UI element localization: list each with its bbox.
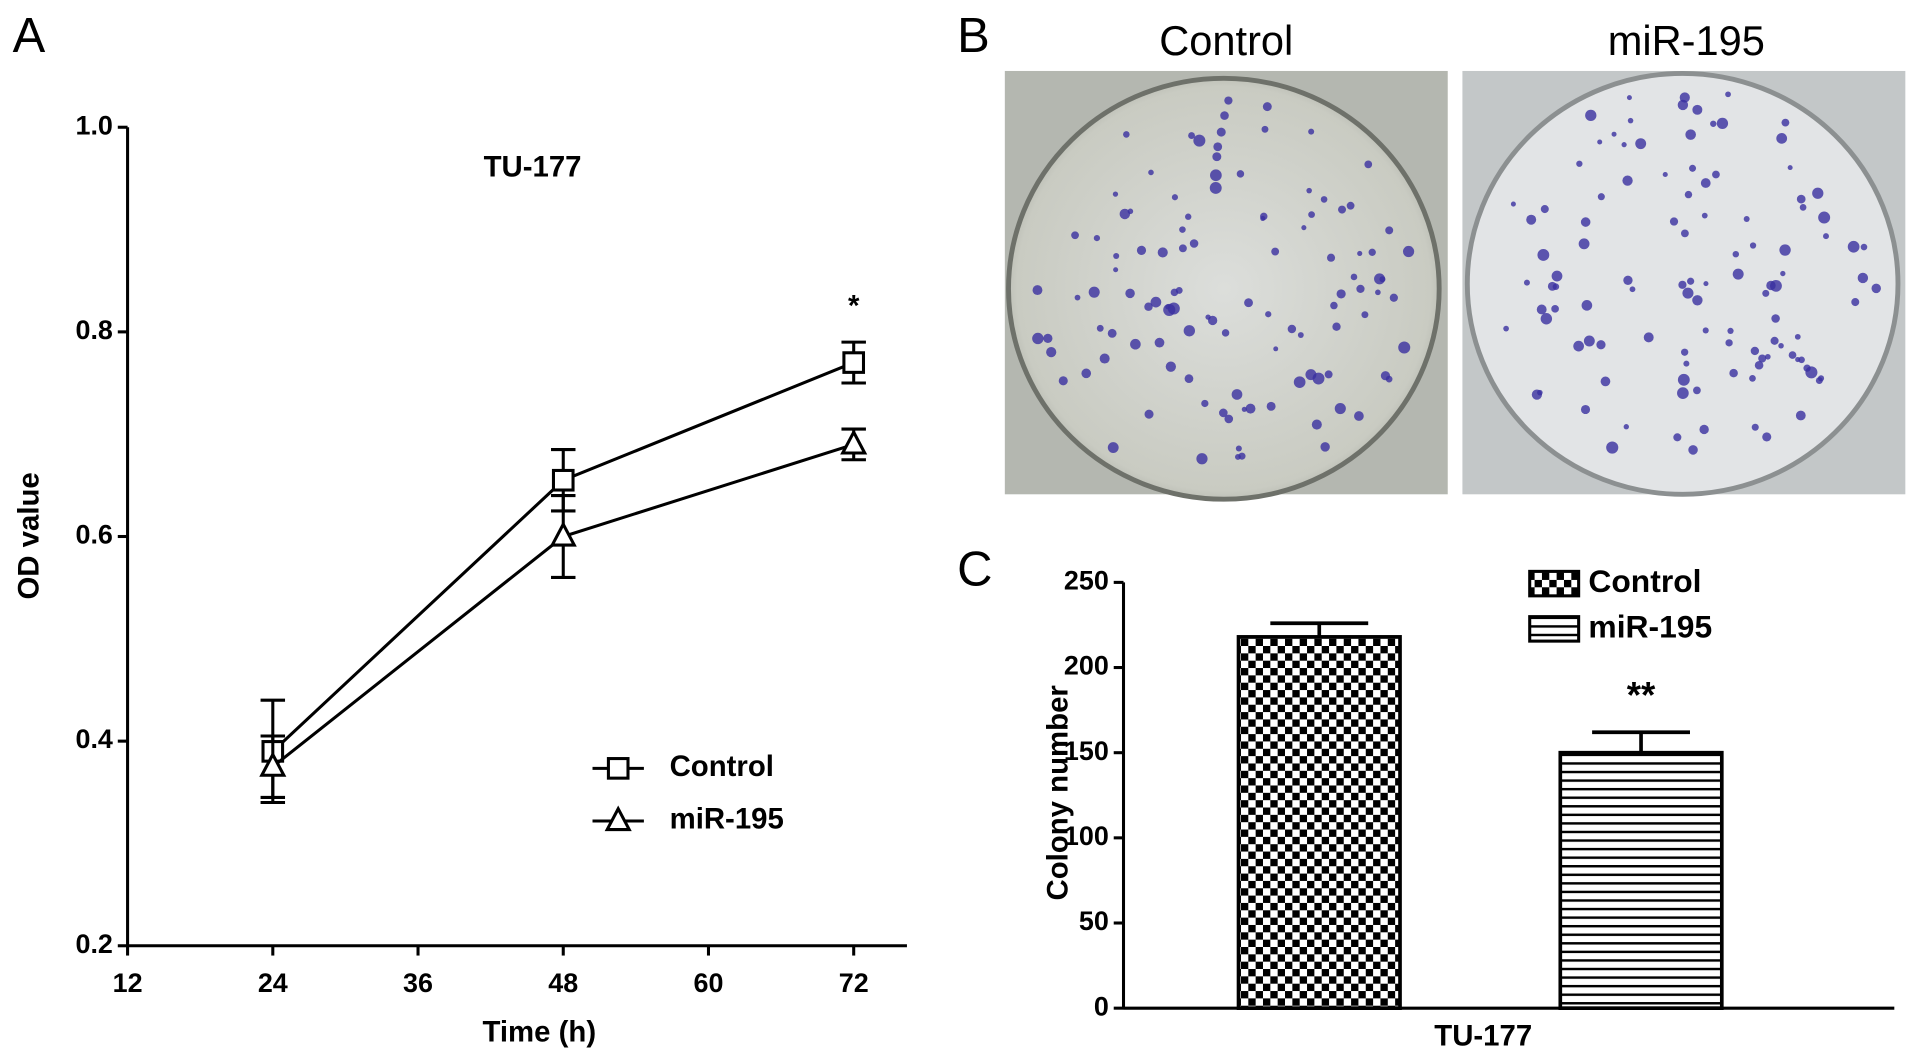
marker bbox=[606, 757, 630, 780]
bar bbox=[1558, 750, 1724, 1011]
panel-label: B bbox=[957, 9, 990, 63]
y-tick-label: 0.8 bbox=[75, 315, 112, 345]
photo-caption: Control bbox=[1159, 17, 1293, 64]
colony-photo bbox=[1004, 70, 1448, 502]
y-tick-label: 1.0 bbox=[75, 110, 112, 140]
bar bbox=[1236, 635, 1402, 1011]
x-tick-label: 48 bbox=[548, 968, 578, 998]
x-axis-label: Time (h) bbox=[482, 1016, 596, 1049]
marker bbox=[842, 351, 866, 374]
colonies bbox=[1032, 91, 1881, 465]
legend-label: miR-195 bbox=[1588, 608, 1712, 644]
x-tick-label: 36 bbox=[403, 968, 433, 998]
marker bbox=[549, 521, 577, 547]
marker bbox=[840, 428, 868, 455]
y-axis-label: Colony number bbox=[1042, 685, 1075, 900]
annotation: * bbox=[848, 290, 860, 323]
photo-caption: miR-195 bbox=[1608, 17, 1765, 64]
marker bbox=[259, 751, 287, 777]
y-tick-label: 0.2 bbox=[75, 929, 112, 959]
panel-label: C bbox=[957, 543, 992, 597]
legend-swatch bbox=[1528, 615, 1581, 643]
x-axis-label: TU-177 bbox=[1434, 1019, 1532, 1052]
y-tick-label: 0 bbox=[1094, 991, 1109, 1021]
chart-title: TU-177 bbox=[484, 151, 582, 184]
legend-label: miR-195 bbox=[670, 803, 784, 836]
legend-swatch bbox=[1528, 569, 1581, 598]
x-tick-label: 72 bbox=[839, 968, 869, 998]
panel-label: A bbox=[13, 9, 46, 63]
legend-label: Control bbox=[670, 750, 774, 783]
y-tick-label: 0.4 bbox=[75, 724, 112, 754]
y-tick-label: 100 bbox=[1064, 821, 1109, 851]
y-tick-label: 250 bbox=[1064, 565, 1109, 595]
y-tick-label: 200 bbox=[1064, 651, 1109, 681]
y-tick-label: 50 bbox=[1079, 906, 1109, 936]
y-tick-label: 150 bbox=[1064, 736, 1109, 766]
marker bbox=[604, 805, 632, 832]
y-tick-label: 0.6 bbox=[75, 520, 112, 550]
annotation: ** bbox=[1627, 675, 1656, 716]
marker bbox=[551, 468, 575, 492]
x-tick-label: 12 bbox=[113, 968, 143, 998]
legend-label: Control bbox=[1588, 563, 1701, 599]
y-axis-label: OD value bbox=[13, 472, 46, 599]
x-tick-label: 24 bbox=[258, 968, 288, 998]
x-tick-label: 60 bbox=[694, 968, 724, 998]
